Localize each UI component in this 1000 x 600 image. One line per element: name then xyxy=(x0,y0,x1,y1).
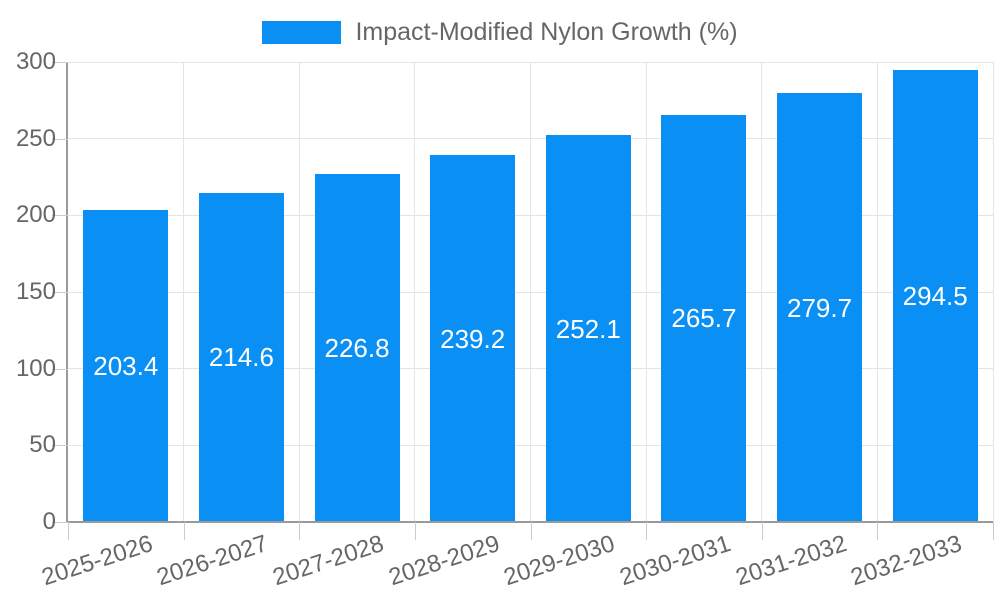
x-tick-mark xyxy=(414,522,416,540)
bar[interactable]: 294.5 xyxy=(892,70,978,522)
bar[interactable]: 203.4 xyxy=(83,210,169,522)
x-gridline xyxy=(876,62,878,522)
y-tick-label: 200 xyxy=(15,201,56,229)
y-tick-label: 150 xyxy=(15,278,56,305)
bar[interactable]: 279.7 xyxy=(777,93,863,522)
legend-label: Impact-Modified Nylon Growth (%) xyxy=(355,18,738,46)
y-tick-mark xyxy=(52,62,68,63)
plot-area: 203.4 214.6 226.8 239.2 252.1 265.7 279.7 294.5 xyxy=(68,61,994,522)
legend-swatch xyxy=(262,21,342,44)
x-tick-mark xyxy=(646,522,648,540)
y-tick-mark xyxy=(52,138,68,140)
bar[interactable]: 226.8 xyxy=(314,174,400,522)
y-tick-mark xyxy=(52,368,68,370)
x-tick-mark xyxy=(299,522,301,540)
y-tick-label: 250 xyxy=(15,124,56,152)
bar-value-label: 214.6 xyxy=(208,342,274,373)
x-tick-mark xyxy=(183,522,185,540)
y-tick-mark xyxy=(52,445,68,447)
x-gridline xyxy=(183,62,185,522)
x-gridline xyxy=(298,62,300,522)
x-gridline xyxy=(414,62,416,522)
y-tick-label: 100 xyxy=(15,354,56,382)
y-tick-mark xyxy=(52,292,68,293)
bar-value-label: 226.8 xyxy=(324,333,390,364)
bar-value-label: 252.1 xyxy=(555,313,621,344)
bar-value-label: 239.2 xyxy=(440,323,506,354)
bar[interactable]: 265.7 xyxy=(661,114,747,522)
bar-value-label: 265.7 xyxy=(671,303,737,334)
y-tick-label: 0 xyxy=(42,508,56,535)
x-gridline xyxy=(761,62,763,522)
bar[interactable]: 239.2 xyxy=(430,155,516,522)
x-tick-mark xyxy=(68,522,69,540)
bar[interactable]: 214.6 xyxy=(198,192,284,522)
legend-item[interactable]: Impact-Modified Nylon Growth (%) xyxy=(0,18,1000,47)
y-tick-mark xyxy=(52,215,68,217)
x-gridline xyxy=(992,62,994,522)
y-tick-mark xyxy=(52,522,68,523)
x-gridline xyxy=(530,62,531,522)
bar-value-label: 203.4 xyxy=(93,351,159,382)
y-tick-label: 50 xyxy=(29,431,56,459)
x-tick-mark xyxy=(877,522,879,540)
y-tick-label: 300 xyxy=(15,48,56,75)
x-tick-mark xyxy=(761,522,763,540)
bar-value-label: 294.5 xyxy=(902,281,968,312)
x-tick-mark xyxy=(993,522,994,540)
bar[interactable]: 252.1 xyxy=(545,135,631,522)
x-axis-line xyxy=(66,521,993,523)
x-gridline xyxy=(645,62,647,522)
bar-value-label: 279.7 xyxy=(787,292,853,323)
x-tick-mark xyxy=(530,522,532,540)
